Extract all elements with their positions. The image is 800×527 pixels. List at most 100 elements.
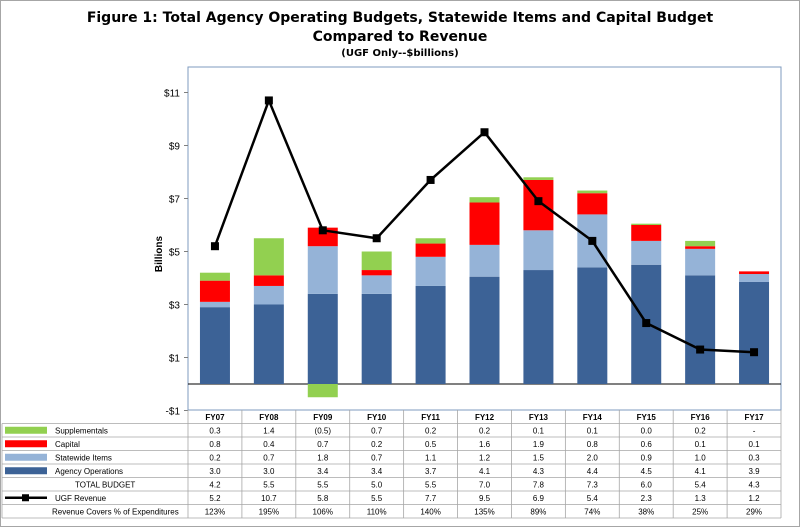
y-axis-label: Billions bbox=[154, 236, 165, 273]
table-cell: 9.5 bbox=[479, 494, 491, 503]
table-cell: 4.5 bbox=[641, 467, 653, 476]
table-cell: 0.8 bbox=[587, 440, 599, 449]
y-tick-label: $11 bbox=[164, 89, 180, 100]
table-cell: 1.1 bbox=[425, 453, 437, 462]
table-cell: 0.7 bbox=[371, 426, 383, 435]
bar-agency-operations-fy12 bbox=[469, 276, 500, 384]
x-tick-label: FY09 bbox=[313, 413, 333, 422]
bar-supplementals-fy15 bbox=[631, 223, 662, 225]
bar-capital-fy12 bbox=[469, 202, 500, 245]
legend-marker bbox=[22, 494, 29, 502]
table-cell: 38% bbox=[638, 507, 654, 516]
bar-capital-fy10 bbox=[361, 270, 392, 276]
table-cell: 1.5 bbox=[533, 453, 545, 462]
x-tick-label: FY10 bbox=[367, 413, 387, 422]
x-tick-label: FY17 bbox=[744, 413, 764, 422]
table-cell: 140% bbox=[420, 507, 440, 516]
revenue-point-fy09 bbox=[318, 226, 327, 235]
table-row-label: Agency Operations bbox=[55, 467, 123, 476]
bar-series bbox=[199, 177, 770, 398]
chart-title-line2: Compared to Revenue bbox=[312, 29, 488, 45]
table-cell: 0.5 bbox=[425, 440, 437, 449]
bar-supplementals-fy14 bbox=[577, 190, 608, 194]
table-cell: 1.9 bbox=[533, 440, 545, 449]
x-tick-label: FY07 bbox=[205, 413, 225, 422]
table-cell: 0.1 bbox=[533, 426, 545, 435]
bar-agency-operations-fy11 bbox=[415, 285, 446, 384]
table-cell: 1.2 bbox=[748, 494, 760, 503]
revenue-point-fy07 bbox=[210, 242, 219, 251]
bar-agency-operations-fy07 bbox=[199, 307, 230, 384]
bar-agency-operations-fy13 bbox=[523, 270, 554, 384]
bar-supplementals-fy10 bbox=[361, 251, 392, 271]
revenue-point-fy14 bbox=[588, 236, 597, 245]
table-cell: 3.4 bbox=[317, 467, 329, 476]
table-cell: 5.5 bbox=[425, 480, 437, 489]
bar-statewide-items-fy07 bbox=[199, 301, 230, 308]
table-cell: - bbox=[753, 426, 756, 435]
table-cell: 0.0 bbox=[641, 426, 653, 435]
y-tick-label: -$1 bbox=[166, 407, 181, 418]
table-cell: 5.0 bbox=[371, 480, 383, 489]
table-cell: 0.1 bbox=[695, 440, 707, 449]
table-cell: 4.1 bbox=[479, 467, 491, 476]
y-tick-label: $5 bbox=[169, 248, 181, 259]
table-cell: 106% bbox=[313, 507, 333, 516]
chart-subtitle: (UGF Only--$billions) bbox=[341, 48, 459, 59]
table-cell: 4.2 bbox=[209, 480, 221, 489]
bar-capital-fy08 bbox=[253, 275, 284, 286]
table-cell: 5.4 bbox=[695, 480, 707, 489]
table-cell: 0.2 bbox=[209, 453, 221, 462]
table-cell: 3.7 bbox=[425, 467, 437, 476]
table-cell: 0.4 bbox=[263, 440, 275, 449]
table-row-label: Revenue Covers % of Expenditures bbox=[52, 507, 179, 516]
table-cell: 6.9 bbox=[533, 494, 545, 503]
table-cell: 3.9 bbox=[748, 467, 760, 476]
table-cell: 195% bbox=[259, 507, 279, 516]
table-cell: 0.2 bbox=[371, 440, 383, 449]
table-cell: 4.1 bbox=[695, 467, 707, 476]
table-cell: 2.0 bbox=[587, 453, 599, 462]
table-cell: 6.0 bbox=[641, 480, 653, 489]
bar-capital-fy07 bbox=[199, 280, 230, 302]
table-cell: 0.6 bbox=[641, 440, 653, 449]
bar-supplementals-fy12 bbox=[469, 197, 500, 203]
bar-capital-fy11 bbox=[415, 243, 446, 257]
revenue-point-fy13 bbox=[534, 197, 543, 206]
table-cell: 1.4 bbox=[263, 426, 275, 435]
bar-supplementals-fy16 bbox=[685, 240, 716, 247]
legend-swatch bbox=[5, 467, 47, 475]
table-cell: 0.7 bbox=[317, 440, 329, 449]
table-cell: 0.2 bbox=[479, 426, 491, 435]
table-cell: 5.4 bbox=[587, 494, 599, 503]
table-cell: 89% bbox=[530, 507, 546, 516]
table-cell: 0.7 bbox=[263, 453, 275, 462]
y-tick-label: $1 bbox=[169, 354, 181, 365]
x-tick-label: FY15 bbox=[637, 413, 657, 422]
bar-statewide-items-fy11 bbox=[415, 256, 446, 286]
revenue-point-fy12 bbox=[480, 128, 489, 137]
table-cell: (0.5) bbox=[315, 426, 332, 435]
bar-statewide-items-fy10 bbox=[361, 275, 392, 294]
x-tick-label: FY16 bbox=[691, 413, 711, 422]
table-cell: 0.8 bbox=[209, 440, 221, 449]
table-cell: 7.7 bbox=[425, 494, 437, 503]
table-cell: 0.2 bbox=[695, 426, 707, 435]
legend-swatch bbox=[5, 426, 47, 434]
bar-statewide-items-fy13 bbox=[523, 230, 554, 271]
chart-title: Figure 1: Total Agency Operating Budgets… bbox=[86, 10, 714, 26]
table-row-label: Capital bbox=[55, 440, 80, 449]
bar-supplementals-fy13 bbox=[523, 177, 554, 180]
bar-agency-operations-fy09 bbox=[307, 293, 338, 384]
y-tick-label: $9 bbox=[169, 142, 181, 153]
bar-agency-operations-fy17 bbox=[739, 281, 770, 384]
table-cell: 4.3 bbox=[533, 467, 545, 476]
bar-capital-fy16 bbox=[685, 246, 716, 249]
table-cell: 2.3 bbox=[641, 494, 653, 503]
table-cell: 5.5 bbox=[371, 494, 383, 503]
table-row-label: UGF Revenue bbox=[55, 494, 107, 503]
bar-statewide-items-fy12 bbox=[469, 244, 500, 277]
bar-statewide-items-fy08 bbox=[253, 285, 284, 305]
bar-supplementals-fy08 bbox=[253, 238, 284, 276]
